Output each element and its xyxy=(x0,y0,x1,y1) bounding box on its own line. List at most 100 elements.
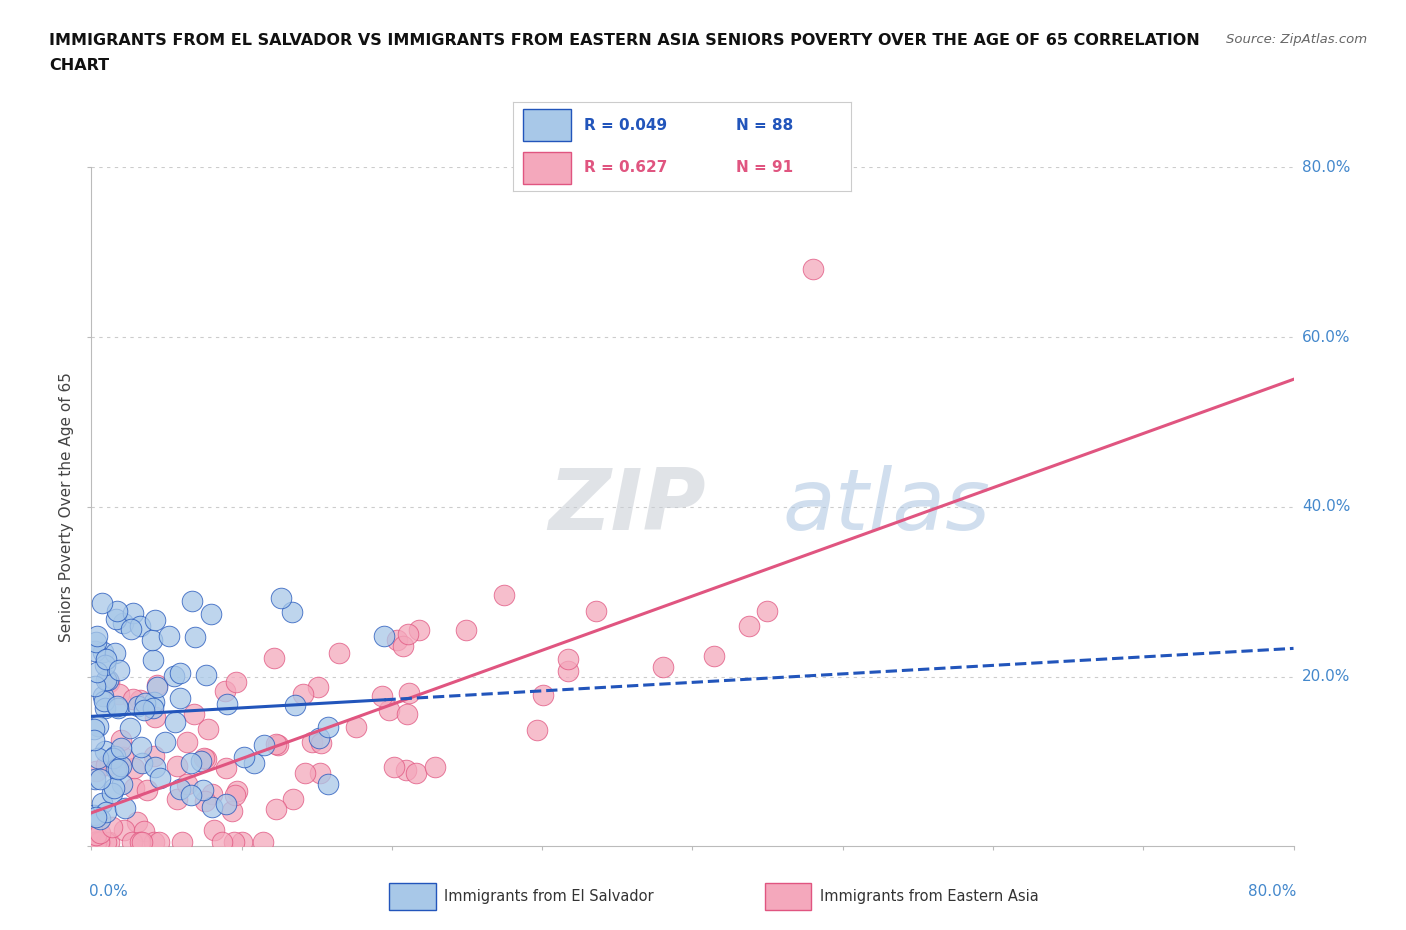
Point xyxy=(183,707,205,722)
Point xyxy=(180,788,202,803)
Text: R = 0.049: R = 0.049 xyxy=(583,118,668,133)
Point xyxy=(118,721,141,736)
Point xyxy=(176,735,198,750)
Text: ZIP: ZIP xyxy=(548,465,706,549)
Point xyxy=(531,687,554,702)
Bar xyxy=(765,884,811,910)
Point xyxy=(146,679,169,694)
Point xyxy=(142,700,165,715)
Point xyxy=(90,595,112,610)
Point xyxy=(107,662,129,677)
Point xyxy=(201,800,224,815)
Point xyxy=(309,765,332,780)
Point xyxy=(121,606,143,621)
Point xyxy=(405,765,427,780)
Point xyxy=(90,796,112,811)
Point xyxy=(172,834,194,849)
Point xyxy=(94,804,117,819)
Point xyxy=(145,759,167,774)
Point xyxy=(124,781,146,796)
Point xyxy=(423,760,446,775)
Point xyxy=(153,735,176,750)
Point xyxy=(222,834,245,849)
Point xyxy=(104,612,127,627)
Point xyxy=(86,629,108,644)
Point xyxy=(149,771,172,786)
Point xyxy=(378,702,401,717)
Point xyxy=(142,695,165,710)
Point xyxy=(93,694,115,709)
Point xyxy=(267,737,290,752)
Point xyxy=(104,645,127,660)
Point xyxy=(163,714,186,729)
Point xyxy=(454,623,477,638)
Point xyxy=(148,834,170,849)
Point xyxy=(253,737,276,752)
Point xyxy=(104,748,127,763)
Point xyxy=(200,606,222,621)
Point xyxy=(94,743,117,758)
Point xyxy=(142,749,165,764)
Point xyxy=(100,819,122,834)
Point xyxy=(408,623,430,638)
Point xyxy=(121,692,143,707)
Point xyxy=(129,618,152,633)
Point xyxy=(94,658,117,672)
Point xyxy=(373,629,395,644)
Point xyxy=(194,751,217,766)
Point xyxy=(114,800,136,815)
Point xyxy=(124,761,146,776)
Point xyxy=(344,719,367,734)
Point xyxy=(83,679,105,694)
Point xyxy=(801,262,824,277)
Point xyxy=(194,668,217,683)
Point xyxy=(169,690,191,705)
Point xyxy=(114,822,136,837)
Point xyxy=(193,751,215,765)
Point xyxy=(127,698,149,713)
Point xyxy=(96,672,118,687)
Bar xyxy=(523,152,571,183)
Point xyxy=(84,809,107,824)
Point xyxy=(382,760,405,775)
Point xyxy=(131,755,153,770)
Point xyxy=(703,648,725,663)
Point xyxy=(190,754,212,769)
Point xyxy=(83,807,105,822)
Point xyxy=(395,763,418,777)
Point xyxy=(125,815,148,830)
Text: CHART: CHART xyxy=(49,58,110,73)
Point xyxy=(84,635,107,650)
Point xyxy=(132,824,155,839)
Point xyxy=(104,762,127,777)
Point xyxy=(142,653,165,668)
Point xyxy=(89,772,111,787)
Point xyxy=(134,702,156,717)
Point xyxy=(84,834,107,849)
Point xyxy=(89,834,111,849)
Text: IMMIGRANTS FROM EL SALVADOR VS IMMIGRANTS FROM EASTERN ASIA SENIORS POVERTY OVER: IMMIGRANTS FROM EL SALVADOR VS IMMIGRANT… xyxy=(49,33,1199,47)
Point xyxy=(180,755,202,770)
Point xyxy=(143,613,166,628)
Point xyxy=(284,698,307,712)
Text: R = 0.627: R = 0.627 xyxy=(583,160,668,175)
Point xyxy=(84,828,107,843)
Point xyxy=(294,765,316,780)
Point xyxy=(134,696,156,711)
Point xyxy=(385,632,408,647)
Point xyxy=(108,686,131,701)
Point xyxy=(557,663,579,678)
Bar xyxy=(523,110,571,141)
Point xyxy=(242,755,264,770)
Point xyxy=(371,688,394,703)
Point xyxy=(107,701,129,716)
Point xyxy=(194,794,217,809)
Point xyxy=(120,621,142,636)
Point xyxy=(307,679,329,694)
Point xyxy=(328,645,350,660)
Text: 20.0%: 20.0% xyxy=(1302,669,1350,684)
Point xyxy=(215,797,238,812)
Text: Source: ZipAtlas.com: Source: ZipAtlas.com xyxy=(1226,33,1367,46)
Point xyxy=(292,687,315,702)
Point xyxy=(98,834,121,849)
